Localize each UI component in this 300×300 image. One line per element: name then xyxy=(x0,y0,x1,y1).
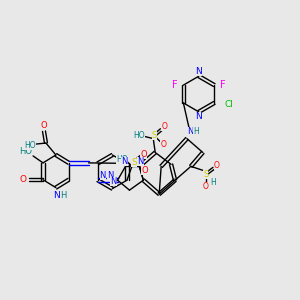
Text: F: F xyxy=(220,80,226,90)
Text: Cl: Cl xyxy=(224,100,233,109)
Text: N: N xyxy=(137,157,144,166)
Text: HO: HO xyxy=(116,155,128,164)
Text: S: S xyxy=(203,170,208,179)
Text: H: H xyxy=(193,127,199,136)
Text: O: O xyxy=(140,150,147,159)
Text: N: N xyxy=(110,177,117,186)
Text: F: F xyxy=(172,80,177,90)
Text: H: H xyxy=(210,178,216,187)
Text: O: O xyxy=(41,121,47,130)
Text: N: N xyxy=(187,127,193,136)
Text: O: O xyxy=(161,122,167,131)
Text: N: N xyxy=(195,67,202,76)
Text: N: N xyxy=(121,157,128,166)
Text: O: O xyxy=(214,161,220,170)
Text: S: S xyxy=(131,158,137,167)
Text: HO: HO xyxy=(134,131,145,140)
Text: HO: HO xyxy=(24,140,36,149)
Text: N: N xyxy=(195,112,202,121)
Text: O: O xyxy=(142,166,148,175)
Text: S: S xyxy=(152,131,157,140)
Text: O: O xyxy=(20,175,27,184)
Text: HO: HO xyxy=(19,148,32,157)
Text: O: O xyxy=(203,182,209,191)
Text: N: N xyxy=(53,191,60,200)
Text: H: H xyxy=(60,191,66,200)
Text: N: N xyxy=(107,171,114,180)
Text: O: O xyxy=(160,140,166,149)
Text: N: N xyxy=(100,171,106,180)
